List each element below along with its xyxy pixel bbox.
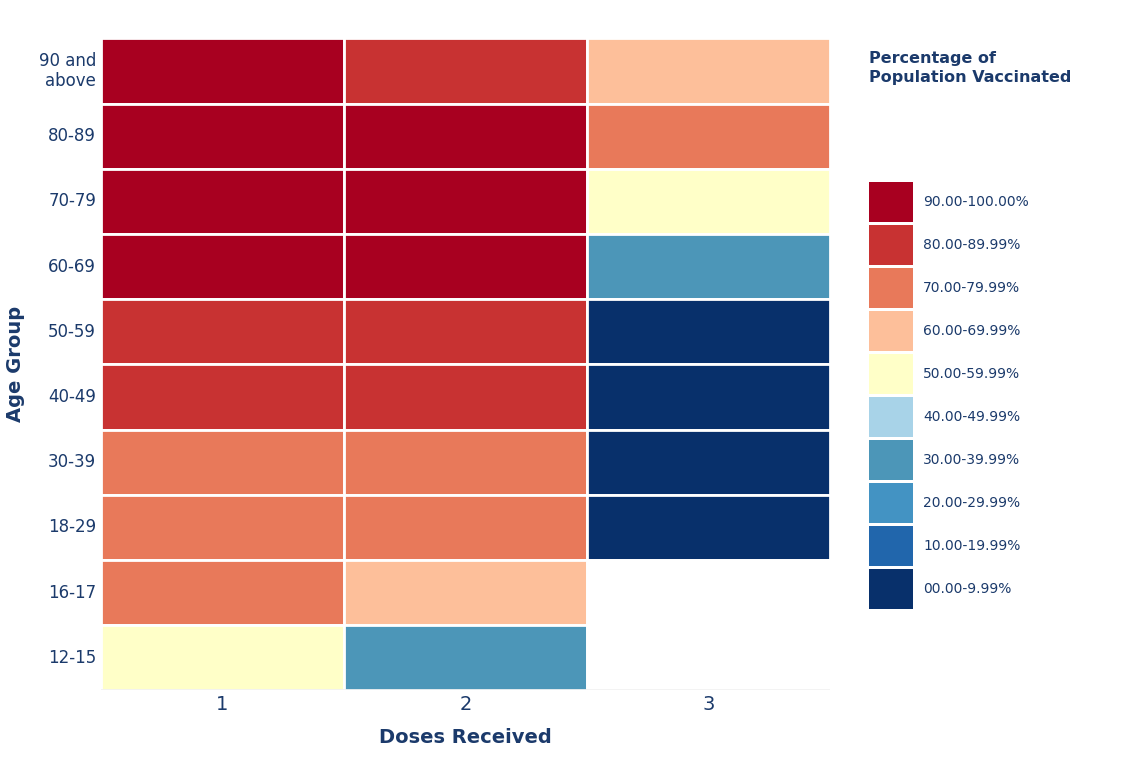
Bar <box>344 430 587 495</box>
Bar <box>344 495 587 560</box>
Bar <box>587 364 830 430</box>
Bar <box>868 268 913 308</box>
Bar <box>587 495 830 560</box>
Bar <box>344 234 587 299</box>
Bar <box>344 560 587 625</box>
Bar <box>101 495 344 560</box>
Bar <box>587 299 830 364</box>
Bar <box>868 526 913 566</box>
Bar <box>587 104 830 169</box>
Text: Percentage of
Population Vaccinated: Percentage of Population Vaccinated <box>868 51 1072 85</box>
Bar <box>101 299 344 364</box>
Bar <box>344 299 587 364</box>
Bar <box>868 440 913 480</box>
Bar <box>587 169 830 234</box>
Text: 00.00-9.99%: 00.00-9.99% <box>923 582 1012 596</box>
Bar <box>101 38 344 104</box>
Text: 20.00-29.99%: 20.00-29.99% <box>923 496 1020 510</box>
Bar <box>101 104 344 169</box>
Bar <box>587 430 830 495</box>
Bar <box>344 169 587 234</box>
Text: 10.00-19.99%: 10.00-19.99% <box>923 539 1021 553</box>
Bar <box>101 430 344 495</box>
Text: 70.00-79.99%: 70.00-79.99% <box>923 281 1020 295</box>
Bar <box>868 354 913 394</box>
X-axis label: Doses Received: Doses Received <box>379 728 552 747</box>
Y-axis label: Age Group: Age Group <box>6 306 25 423</box>
Text: 60.00-69.99%: 60.00-69.99% <box>923 324 1021 338</box>
Text: 40.00-49.99%: 40.00-49.99% <box>923 410 1020 424</box>
Bar <box>101 625 344 690</box>
Bar <box>101 234 344 299</box>
Bar <box>868 225 913 265</box>
Bar <box>868 397 913 437</box>
Bar <box>344 625 587 690</box>
Bar <box>868 483 913 523</box>
Bar <box>344 104 587 169</box>
Bar <box>587 38 830 104</box>
Bar <box>344 364 587 430</box>
Bar <box>587 560 830 625</box>
Bar <box>101 560 344 625</box>
Text: 50.00-59.99%: 50.00-59.99% <box>923 367 1020 381</box>
Bar <box>868 311 913 351</box>
Bar <box>344 38 587 104</box>
Bar <box>587 234 830 299</box>
Bar <box>868 182 913 222</box>
Text: 80.00-89.99%: 80.00-89.99% <box>923 238 1021 252</box>
Bar <box>587 625 830 690</box>
Bar <box>868 569 913 610</box>
Bar <box>101 169 344 234</box>
Text: 90.00-100.00%: 90.00-100.00% <box>923 195 1029 209</box>
Bar <box>101 364 344 430</box>
Text: 30.00-39.99%: 30.00-39.99% <box>923 453 1020 467</box>
